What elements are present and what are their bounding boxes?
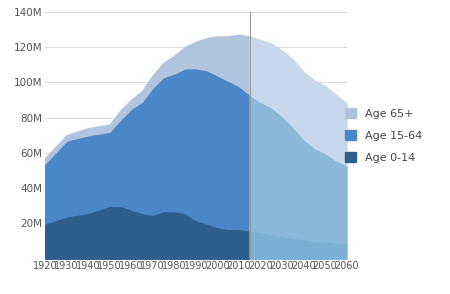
Legend: Age 65+, Age 15-64, Age 0-14: Age 65+, Age 15-64, Age 0-14	[342, 105, 425, 166]
